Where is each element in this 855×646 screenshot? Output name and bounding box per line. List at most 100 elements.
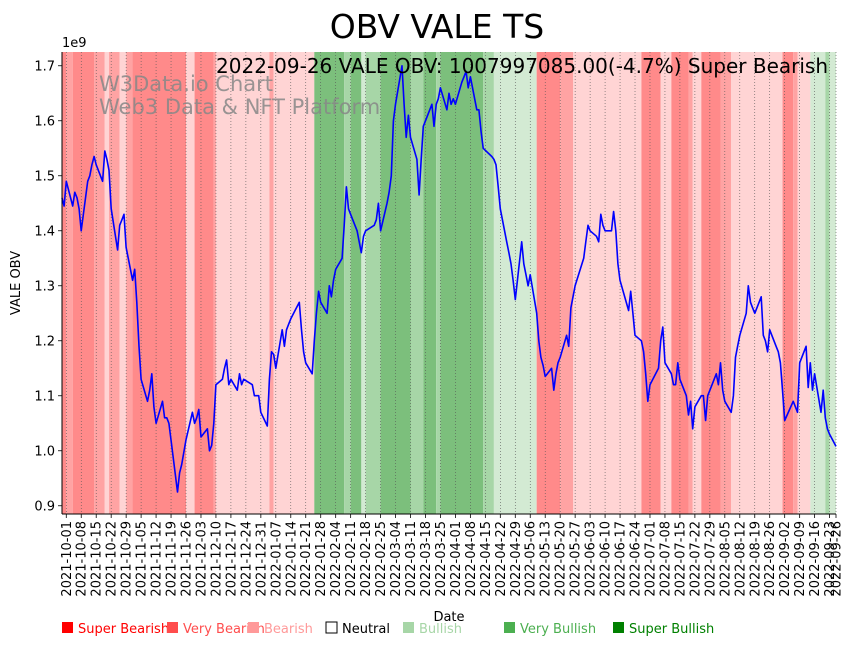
x-tick-label: 2021-11-05	[135, 521, 150, 597]
band-super-bullish	[423, 52, 437, 514]
band-bearish	[273, 52, 315, 514]
x-tick-label: 2022-06-24	[629, 521, 644, 597]
y-axis: 0.9 1.0 1.1 1.2 1.3 1.4 1.5 1.6 1.7	[34, 59, 62, 514]
x-tick-label: 2021-12-03	[194, 521, 209, 597]
band-bearish	[731, 52, 783, 514]
x-tick-label: 2022-01-21	[299, 521, 314, 597]
legend-label: Bearish	[264, 622, 313, 637]
band-bearish	[186, 52, 195, 514]
band-bearish	[797, 52, 811, 514]
x-tick-label: 2021-12-24	[239, 521, 254, 597]
x-tick-label: 2022-05-06	[524, 521, 539, 597]
band-very-bearish	[213, 52, 216, 514]
x-tick-label: 2021-10-08	[75, 521, 90, 597]
x-tick-label: 2021-12-10	[209, 521, 224, 597]
legend: Super Bearish Very Bearish Bearish Neutral B…	[62, 621, 714, 637]
band-bearish	[573, 52, 642, 514]
x-tick-label: 2022-02-04	[329, 521, 344, 597]
x-tick-label: 2021-10-29	[120, 521, 135, 597]
x-tick-label: 2022-07-29	[703, 521, 718, 597]
x-tick-label: 2022-03-04	[389, 521, 404, 597]
x-tick-label: 2022-09-09	[793, 521, 808, 597]
band-bearish	[215, 52, 270, 514]
legend-swatch	[403, 622, 414, 633]
legend-swatch	[504, 622, 515, 633]
band-bullish	[810, 52, 826, 514]
band-super-bearish	[701, 52, 721, 514]
band-very-bullish	[825, 52, 830, 514]
band-very-bearish	[793, 52, 798, 514]
x-tick-label: 2022-03-18	[419, 521, 434, 597]
band-very-bullish	[483, 52, 494, 514]
x-tick-label: 2022-02-18	[359, 521, 374, 597]
x-axis-label: Date	[433, 610, 464, 625]
legend-swatch	[167, 622, 178, 633]
x-tick-label: 2022-02-25	[374, 521, 389, 597]
x-tick-label: 2022-04-22	[494, 521, 509, 597]
band-super-bullish	[440, 52, 484, 514]
x-tick-label: 2022-05-13	[539, 521, 554, 597]
x-tick-label: 2022-04-08	[464, 521, 479, 597]
band-super-bearish	[641, 52, 661, 514]
band-super-bearish	[72, 52, 95, 514]
x-tick-label: 2021-10-01	[60, 521, 75, 597]
band-very-bullish	[344, 52, 351, 514]
y-tick-label: 1.2	[34, 334, 55, 349]
x-tick-label: 2021-11-26	[180, 521, 195, 597]
x-tick-label: 2022-01-28	[314, 521, 329, 597]
x-tick-label: 2022-08-12	[733, 521, 748, 597]
watermark-line-1: W3Data.io Chart	[99, 72, 273, 96]
y-tick-label: 1.6	[34, 114, 55, 129]
x-tick-label: 2022-08-05	[718, 521, 733, 597]
x-tick-label: 2022-07-15	[673, 521, 688, 597]
x-tick-label: 2022-09-16	[808, 521, 823, 597]
band-very-bearish	[66, 52, 73, 514]
obv-line	[61, 65, 837, 493]
x-tick-label: 2022-01-14	[284, 521, 299, 597]
x-tick-label: 2022-07-08	[658, 521, 673, 597]
watermark-line-2: Web3 Data & NFT Platform	[99, 95, 380, 119]
band-bearish	[104, 52, 110, 514]
band-bullish	[361, 52, 366, 514]
y-tick-label: 1.0	[34, 444, 55, 459]
band-super-bearish	[194, 52, 214, 514]
band-super-bearish	[536, 52, 561, 514]
x-tick-label: 2021-11-12	[150, 521, 165, 597]
x-tick-label: 2022-04-29	[509, 521, 524, 597]
y-axis-label: VALE OBV	[9, 251, 24, 315]
x-tick-label: 2022-06-17	[614, 521, 629, 597]
x-tick-label: 2021-12-31	[254, 521, 269, 597]
y-axis-multiplier: 1e9	[62, 36, 87, 51]
band-very-bearish	[560, 52, 574, 514]
legend-swatch	[248, 622, 259, 633]
x-tick-label: 2022-08-26	[763, 521, 778, 597]
x-tick-label: 2022-09-26	[830, 521, 845, 597]
band-super-bearish	[132, 52, 187, 514]
band-very-bullish	[365, 52, 381, 514]
band-very-bullish	[436, 52, 441, 514]
x-tick-label: 2022-01-07	[269, 521, 284, 597]
x-tick-label: 2022-08-19	[748, 521, 763, 597]
chart-title: OBV VALE TS	[330, 7, 545, 46]
x-tick-label: 2022-03-25	[434, 521, 449, 597]
legend-swatch	[613, 622, 624, 633]
obv-series	[61, 65, 837, 493]
y-tick-label: 1.4	[34, 224, 55, 239]
x-tick-label: 2022-06-03	[584, 521, 599, 597]
y-tick-label: 0.9	[34, 499, 55, 514]
band-super-bearish	[62, 52, 67, 514]
legend-swatch	[62, 622, 73, 633]
band-very-bearish	[126, 52, 133, 514]
y-tick-label: 1.5	[34, 169, 55, 184]
y-tick-label: 1.1	[34, 389, 55, 404]
x-tick-label: 2022-07-22	[688, 521, 703, 597]
band-very-bearish	[688, 52, 693, 514]
band-bearish	[119, 52, 127, 514]
band-super-bearish	[782, 52, 794, 514]
band-very-bullish	[410, 52, 424, 514]
y-tick-label: 1.7	[34, 59, 55, 74]
plot-background-bands	[62, 52, 836, 514]
band-very-bearish	[269, 52, 274, 514]
band-bearish	[660, 52, 672, 514]
band-super-bullish	[314, 52, 345, 514]
